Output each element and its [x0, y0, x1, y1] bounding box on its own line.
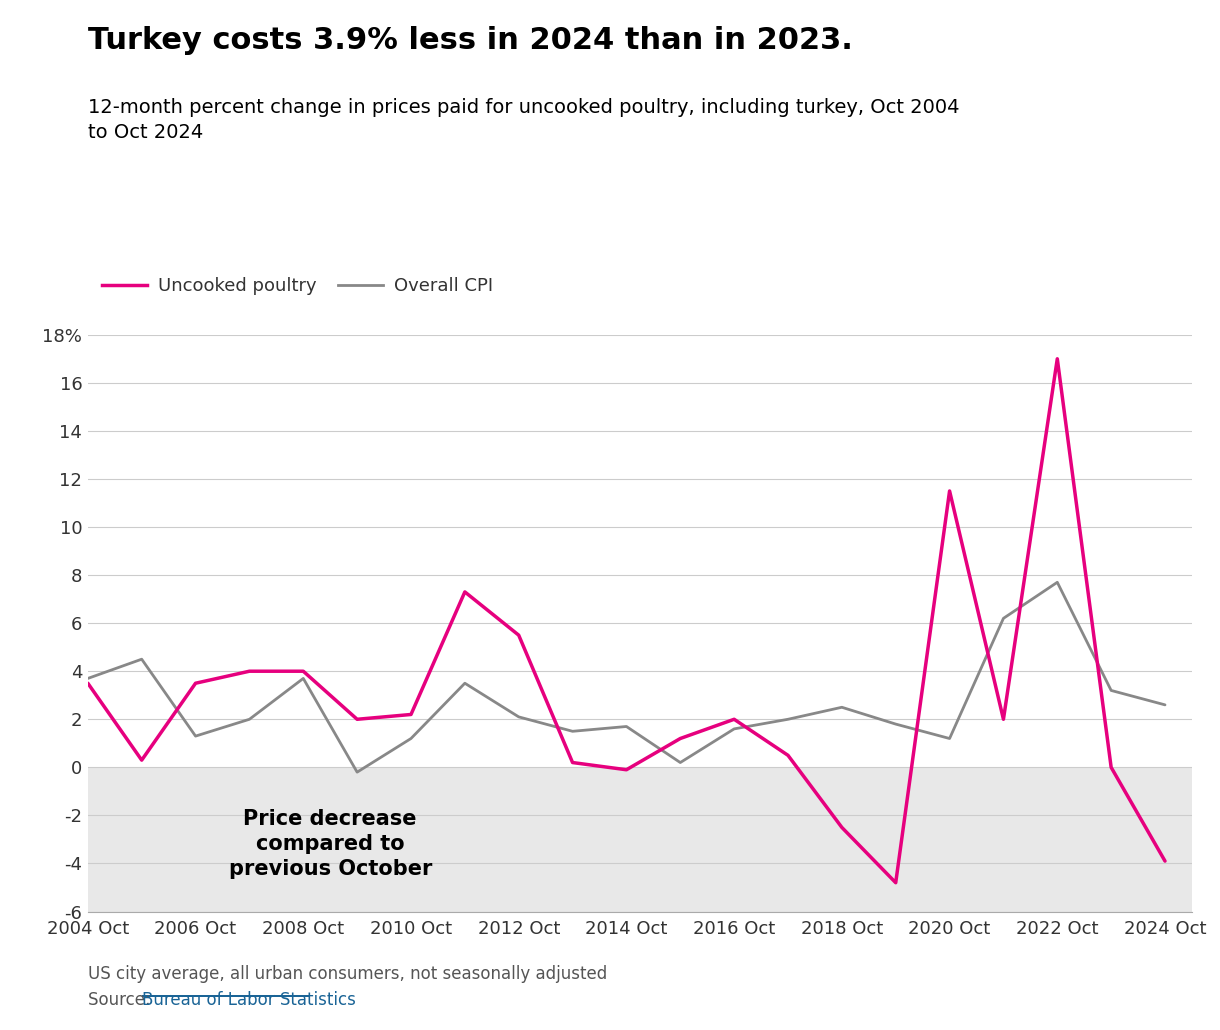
Text: Turkey costs 3.9% less in 2024 than in 2023.: Turkey costs 3.9% less in 2024 than in 2…	[88, 26, 853, 55]
Text: Source:: Source:	[88, 991, 156, 1008]
Text: Price decrease
compared to
previous October: Price decrease compared to previous Octo…	[228, 810, 432, 879]
Text: US city average, all urban consumers, not seasonally adjusted: US city average, all urban consumers, no…	[88, 965, 608, 983]
Text: 12-month percent change in prices paid for uncooked poultry, including turkey, O: 12-month percent change in prices paid f…	[88, 98, 959, 142]
Text: Bureau of Labor Statistics: Bureau of Labor Statistics	[142, 991, 355, 1008]
Bar	[88, 767, 1192, 912]
Legend: Uncooked poultry, Overall CPI: Uncooked poultry, Overall CPI	[95, 270, 500, 303]
